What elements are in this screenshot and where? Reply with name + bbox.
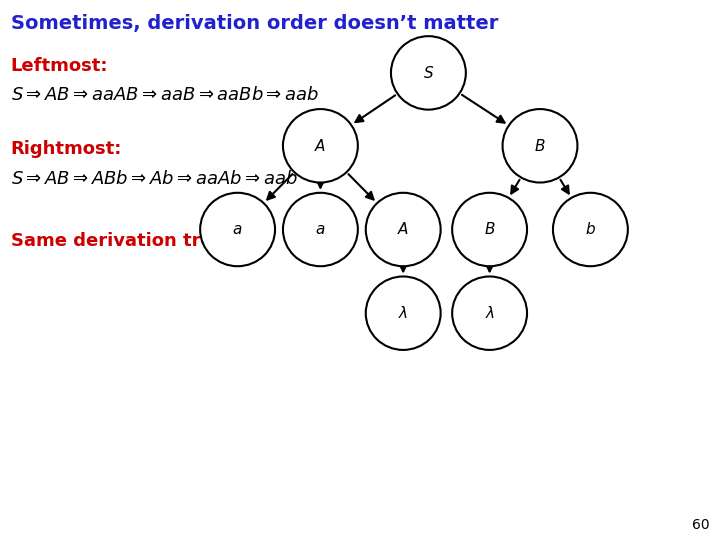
Text: Leftmost:: Leftmost: xyxy=(11,57,108,75)
Ellipse shape xyxy=(283,193,358,266)
Text: $b$: $b$ xyxy=(585,221,596,238)
Text: $A$: $A$ xyxy=(397,221,409,238)
Text: $a$: $a$ xyxy=(233,222,243,237)
Text: $S \Rightarrow AB \Rightarrow ABb \Rightarrow Ab \Rightarrow aaAb \Rightarrow aa: $S \Rightarrow AB \Rightarrow ABb \Right… xyxy=(11,170,297,188)
Ellipse shape xyxy=(503,109,577,183)
Text: $A$: $A$ xyxy=(315,138,326,154)
Ellipse shape xyxy=(452,193,527,266)
Ellipse shape xyxy=(200,193,275,266)
Text: $B$: $B$ xyxy=(484,221,495,238)
Ellipse shape xyxy=(366,193,441,266)
Text: $λ$: $λ$ xyxy=(398,305,408,321)
Text: Sometimes, derivation order doesn’t matter: Sometimes, derivation order doesn’t matt… xyxy=(11,14,498,32)
Ellipse shape xyxy=(283,109,358,183)
Ellipse shape xyxy=(366,276,441,350)
Ellipse shape xyxy=(452,276,527,350)
Text: Same derivation tree: Same derivation tree xyxy=(11,232,225,250)
Ellipse shape xyxy=(553,193,628,266)
Text: $S$: $S$ xyxy=(423,65,434,81)
Text: $a$: $a$ xyxy=(315,222,325,237)
Text: Rightmost:: Rightmost: xyxy=(11,140,122,158)
Text: $λ$: $λ$ xyxy=(485,305,495,321)
Text: 60: 60 xyxy=(692,518,709,532)
Text: $S \Rightarrow AB \Rightarrow aaAB \Rightarrow aaB \Rightarrow aaBb \Rightarrow : $S \Rightarrow AB \Rightarrow aaAB \Righ… xyxy=(11,86,319,104)
Ellipse shape xyxy=(391,36,466,110)
Text: $B$: $B$ xyxy=(534,138,546,154)
